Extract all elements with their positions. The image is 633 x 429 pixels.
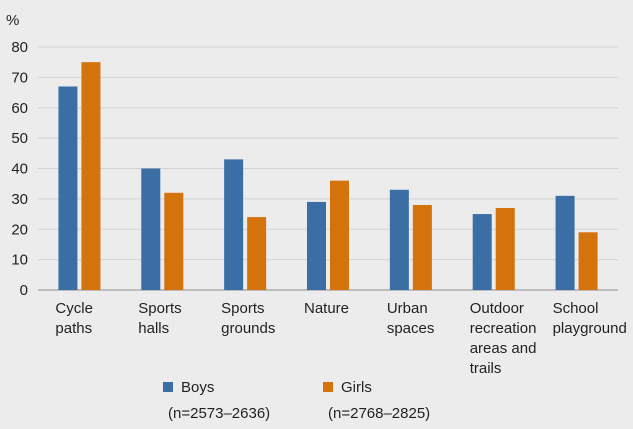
- bar-girls: [412, 204, 432, 290]
- y-tick-label: 50: [11, 130, 28, 147]
- bar-girls: [81, 62, 101, 290]
- bar-girls: [578, 232, 598, 290]
- bar-boys: [58, 86, 78, 290]
- y-tick-label: 0: [20, 282, 28, 299]
- legend-label: Girls: [341, 379, 372, 396]
- gridlines: [38, 46, 618, 291]
- category-label: Outdoor recreation areas and trails: [470, 300, 537, 377]
- bar-boys: [472, 214, 492, 290]
- bar-girls: [330, 180, 349, 290]
- category-label: Sports halls: [138, 300, 181, 337]
- bar-girls: [247, 217, 267, 290]
- category-label-line: paths: [55, 320, 92, 337]
- legend-note: (n=2573–2636): [168, 405, 270, 422]
- category-label-line: Cycle: [55, 300, 93, 317]
- category-label-line: School: [553, 300, 599, 317]
- y-axis-label: %: [6, 12, 19, 29]
- category-label-line: Nature: [304, 300, 349, 317]
- y-tick-labels: 0 10 20 30 40 50 60 70 80: [11, 39, 28, 299]
- y-tick-label: 30: [11, 191, 28, 208]
- y-tick-label: 80: [11, 39, 28, 56]
- bar-boys: [307, 201, 326, 290]
- category-label: Sports grounds: [221, 300, 275, 337]
- y-tick-label: 70: [11, 69, 28, 86]
- category-label-line: Outdoor: [470, 300, 524, 317]
- category-label-line: halls: [138, 320, 169, 337]
- y-tick-label: 20: [11, 221, 28, 238]
- category-label: School playground: [553, 300, 627, 337]
- legend: Boys (n=2573–2636) Girls (n=2768–2825): [163, 379, 430, 422]
- category-label: Urban spaces: [387, 300, 435, 337]
- legend-swatch-boys: [163, 382, 173, 392]
- category-label-line: playground: [553, 320, 627, 337]
- category-label-line: trails: [470, 360, 502, 377]
- bar-girls: [495, 207, 515, 290]
- y-tick-label: 40: [11, 161, 28, 178]
- category-label: Cycle paths: [55, 300, 93, 337]
- bar-boys: [141, 168, 161, 290]
- bar-boys: [389, 189, 409, 290]
- category-label-line: spaces: [387, 320, 435, 337]
- legend-label: Boys: [181, 379, 214, 396]
- y-tick-label: 60: [11, 100, 28, 117]
- bar-boys: [224, 159, 244, 290]
- category-label: Nature: [304, 300, 349, 317]
- legend-note: (n=2768–2825): [328, 405, 430, 422]
- legend-swatch-girls: [323, 382, 333, 392]
- y-tick-label: 10: [11, 252, 28, 269]
- category-label-line: areas and: [470, 340, 537, 357]
- category-label-line: Sports: [138, 300, 181, 317]
- bar-girls: [164, 192, 184, 290]
- category-label-line: Urban: [387, 300, 428, 317]
- category-label-line: grounds: [221, 320, 275, 337]
- bars: [58, 62, 598, 290]
- category-label-line: Sports: [221, 300, 264, 317]
- category-label-line: recreation: [470, 320, 537, 337]
- x-category-labels: Cycle paths Sports halls Sports grounds Nature…: [55, 300, 626, 377]
- bar-boys: [555, 195, 575, 290]
